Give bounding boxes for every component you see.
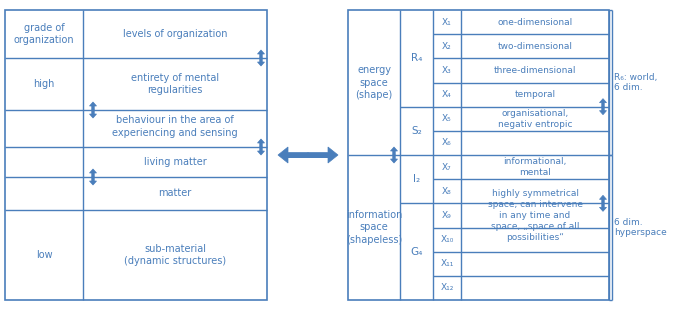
Text: I₂: I₂: [413, 174, 420, 184]
Text: R₆: world,
6 dim.: R₆: world, 6 dim.: [614, 73, 657, 92]
Polygon shape: [599, 107, 606, 115]
Polygon shape: [258, 139, 265, 147]
Text: G₄: G₄: [410, 247, 423, 257]
Polygon shape: [599, 99, 606, 107]
Polygon shape: [278, 147, 308, 163]
Text: organisational,
negativ entropic: organisational, negativ entropic: [498, 109, 573, 129]
Polygon shape: [90, 177, 97, 185]
Bar: [602, 199, 604, 207]
Text: X₁₂: X₁₂: [440, 283, 454, 292]
Polygon shape: [391, 147, 398, 155]
Text: information
space
(shapeless): information space (shapeless): [346, 210, 402, 245]
Text: informational,
mental: informational, mental: [503, 157, 567, 177]
Polygon shape: [308, 147, 338, 163]
Bar: [92, 106, 94, 114]
Text: behaviour in the area of
experiencing and sensing: behaviour in the area of experiencing an…: [112, 115, 238, 138]
Text: sub-material
(dynamic structures): sub-material (dynamic structures): [124, 244, 226, 266]
Text: X₁₁: X₁₁: [440, 259, 454, 268]
Text: matter: matter: [158, 188, 192, 198]
Text: S₂: S₂: [411, 126, 422, 136]
Bar: [5, 10, 267, 300]
Text: low: low: [36, 250, 52, 260]
Text: entirety of mental
regularities: entirety of mental regularities: [131, 73, 219, 95]
Text: X₂: X₂: [442, 42, 452, 51]
Polygon shape: [90, 169, 97, 177]
Text: two-dimensional: two-dimensional: [498, 42, 573, 51]
Polygon shape: [599, 195, 606, 203]
Text: grade of
organization: grade of organization: [14, 23, 74, 45]
Bar: [260, 54, 262, 62]
Text: temporal: temporal: [514, 90, 556, 99]
Text: X₅: X₅: [442, 114, 452, 123]
Polygon shape: [90, 110, 97, 118]
Text: X₆: X₆: [442, 139, 452, 148]
Bar: [260, 143, 262, 151]
Text: energy
space
(shape): energy space (shape): [356, 65, 393, 100]
Polygon shape: [599, 203, 606, 211]
Text: X₈: X₈: [442, 187, 452, 196]
Bar: [92, 173, 94, 181]
Text: X₇: X₇: [442, 162, 452, 171]
Bar: [393, 151, 395, 159]
Text: X₉: X₉: [442, 211, 452, 220]
Text: X₁: X₁: [442, 18, 452, 27]
Text: three-dimensional: three-dimensional: [494, 66, 576, 75]
Polygon shape: [258, 58, 265, 66]
Polygon shape: [258, 147, 265, 155]
Polygon shape: [90, 102, 97, 110]
Text: highly symmetrical
space, can intervene
in any time and
space, „space of all
pos: highly symmetrical space, can intervene …: [487, 189, 582, 242]
Text: 6 dim.
hyperspace: 6 dim. hyperspace: [614, 218, 666, 237]
Text: levels of organization: levels of organization: [122, 29, 228, 39]
Text: X₁₀: X₁₀: [440, 235, 454, 244]
Text: X₃: X₃: [442, 66, 452, 75]
Text: R₄: R₄: [411, 53, 422, 63]
Text: living matter: living matter: [144, 157, 206, 167]
Text: X₄: X₄: [442, 90, 452, 99]
Bar: [348, 10, 609, 300]
Text: one-dimensional: one-dimensional: [498, 18, 573, 27]
Polygon shape: [258, 50, 265, 58]
Bar: [288, 153, 328, 157]
Text: high: high: [34, 79, 55, 89]
Bar: [602, 103, 604, 111]
Polygon shape: [391, 155, 398, 163]
